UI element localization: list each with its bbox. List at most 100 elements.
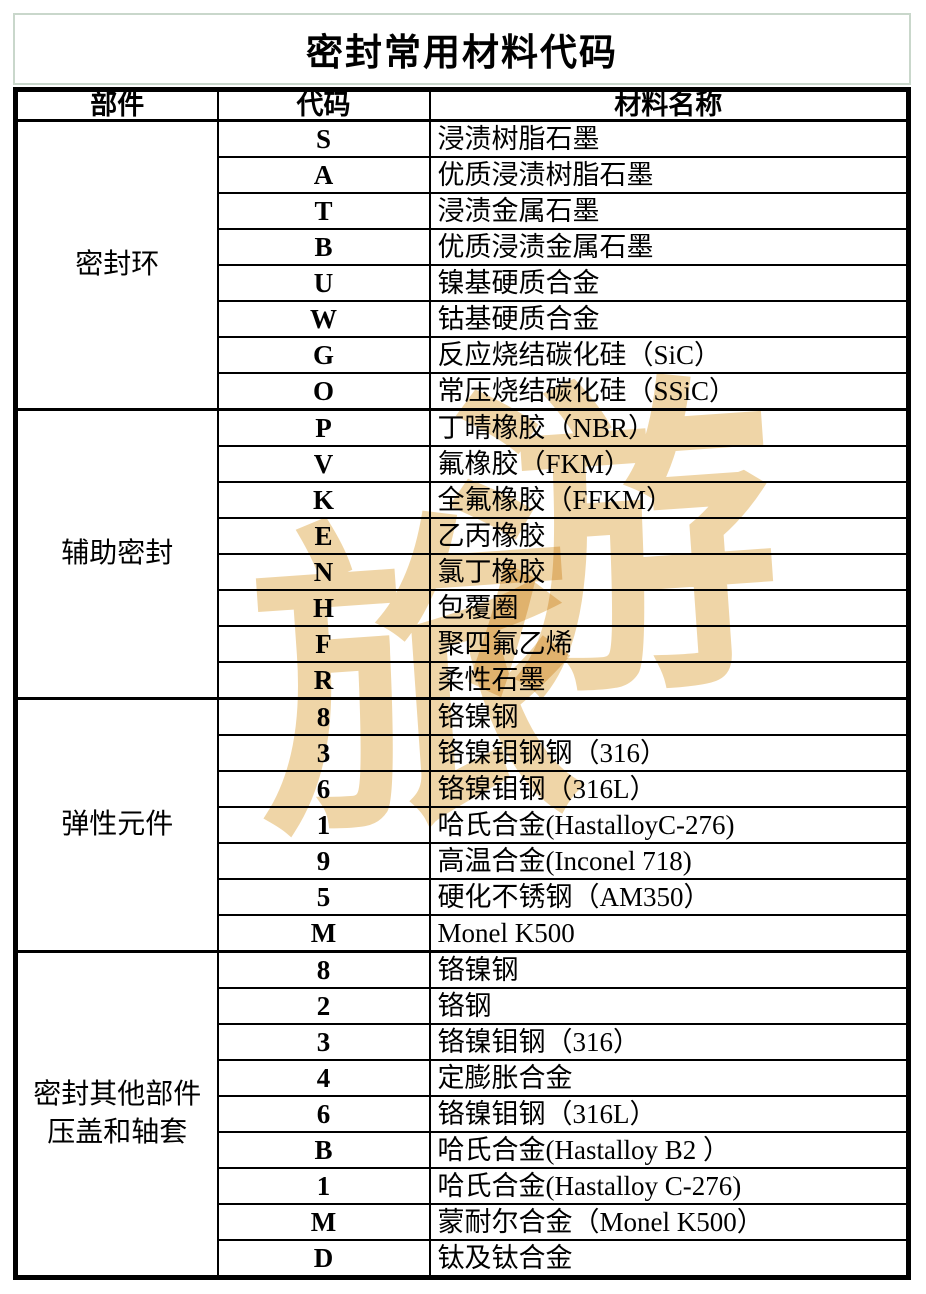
code-cell: 3 [216,734,431,772]
material-cell: Monel K500 [428,914,910,953]
table-row: M Monel K500 [16,914,910,953]
title-box: 密封常用材料代码 [13,13,911,85]
table-row: 密封环 S 浸渍树脂石墨 [14,119,910,411]
material-cell: 哈氏合金(HastalloyC-276) [428,806,910,844]
material-cell: 铬镍钼钢钢（316） [428,734,910,772]
code-cell: W [216,300,431,338]
table-row: H 包覆圈 [16,589,910,627]
code-cell: 6 [216,770,431,808]
material-cell: 铬镍钼钢（316） [428,1023,910,1061]
code-cell: 1 [216,1167,431,1205]
table-row: 6 铬镍钼钢（316L） [16,1095,910,1133]
code-cell: 8 [216,697,431,736]
header-code: 代码 [216,88,431,122]
table-row: 3 铬镍钼钢钢（316） [16,734,910,772]
material-cell: 哈氏合金(Hastalloy C-276) [428,1167,910,1205]
table-row: 弹性元件 8 铬镍钢 [14,697,910,953]
table-row: N 氯丁橡胶 [16,553,910,591]
code-cell: G [216,336,431,374]
table-row: V 氟橡胶（FKM） [16,445,910,483]
component-group-cell: 弹性元件 [14,697,219,953]
code-cell: P [216,408,431,447]
code-cell: 9 [216,842,431,880]
table-row: 2 铬钢 [16,987,910,1025]
code-cell: 5 [216,878,431,916]
material-cell: 聚四氟乙烯 [428,625,910,663]
table-row: 密封其他部件 压盖和轴套 8 铬镍钢 [14,950,910,1279]
page-title: 密封常用材料代码 [306,33,618,74]
material-cell: 浸渍金属石墨 [428,192,910,230]
material-cell: 高温合金(Inconel 718) [428,842,910,880]
material-cell: 反应烧结碳化硅（SiC） [428,336,910,374]
material-cell: 乙丙橡胶 [428,517,910,555]
table-row: A 优质浸渍树脂石墨 [16,156,910,194]
table-row: K 全氟橡胶（FFKM） [16,481,910,519]
code-cell: O [216,372,431,411]
code-cell: 6 [216,1095,431,1133]
code-cell: N [216,553,431,591]
code-cell: T [216,192,431,230]
table-row: 5 硬化不锈钢（AM350） [16,878,910,916]
header-material: 材料名称 [428,88,910,122]
material-code-table: 部件 代码 材料名称 密封环 S 浸渍树脂石墨 A 优质浸渍树脂石墨 T 浸渍金属石墨 B 优质… [13,87,911,1280]
material-cell: 铬镍钼钢（316L） [428,1095,910,1133]
code-cell: 4 [216,1059,431,1097]
material-cell: 常压烧结碳化硅（SSiC） [428,372,910,411]
table-row: T 浸渍金属石墨 [16,192,910,230]
code-cell: S [216,119,431,158]
table-row: B 优质浸渍金属石墨 [16,228,910,266]
code-cell: F [216,625,431,663]
code-cell: M [216,1203,431,1241]
material-cell: 优质浸渍树脂石墨 [428,156,910,194]
material-cell: 铬镍钢 [428,950,910,989]
material-cell: 氯丁橡胶 [428,553,910,591]
code-cell: 2 [216,987,431,1025]
table-row: R 柔性石墨 [16,661,910,700]
material-cell: 氟橡胶（FKM） [428,445,910,483]
table-row: O 常压烧结碳化硅（SSiC） [16,372,910,411]
code-cell: B [216,228,431,266]
code-cell: B [216,1131,431,1169]
table-body: 密封环 S 浸渍树脂石墨 A 优质浸渍树脂石墨 T 浸渍金属石墨 B 优质浸渍金属石墨 U 镍基硬质… [14,119,910,1279]
material-cell: 铬镍钢 [428,697,910,736]
material-cell: 包覆圈 [428,589,910,627]
material-cell: 优质浸渍金属石墨 [428,228,910,266]
table-row: 6 铬镍钼钢（316L） [16,770,910,808]
table-row: D 钛及钛合金 [16,1239,910,1279]
code-cell: 1 [216,806,431,844]
code-cell: A [216,156,431,194]
code-cell: 3 [216,1023,431,1061]
code-cell: U [216,264,431,302]
header-row: 部件 代码 材料名称 [14,88,910,122]
material-cell: 蒙耐尔合金（Monel K500） [428,1203,910,1241]
table-row: 辅助密封 P 丁晴橡胶（NBR） [14,408,910,700]
table-row: B 哈氏合金(Hastalloy B2 ） [16,1131,910,1169]
material-cell: 柔性石墨 [428,661,910,700]
material-cell: 镍基硬质合金 [428,264,910,302]
material-cell: 定膨胀合金 [428,1059,910,1097]
material-cell: 浸渍树脂石墨 [428,119,910,158]
component-group-cell: 密封其他部件 压盖和轴套 [14,950,219,1279]
table-row: 1 哈氏合金(HastalloyC-276) [16,806,910,844]
material-cell: 丁晴橡胶（NBR） [428,408,910,447]
table-row: 9 高温合金(Inconel 718) [16,842,910,880]
code-cell: M [216,914,431,953]
code-cell: H [216,589,431,627]
header-component: 部件 [14,88,219,122]
component-group-cell: 辅助密封 [14,408,219,700]
code-cell: K [216,481,431,519]
table-row: M 蒙耐尔合金（Monel K500） [16,1203,910,1241]
material-cell: 铬钢 [428,987,910,1025]
table-row: 1 哈氏合金(Hastalloy C-276) [16,1167,910,1205]
code-cell: E [216,517,431,555]
code-cell: V [216,445,431,483]
material-cell: 全氟橡胶（FFKM） [428,481,910,519]
component-group-cell: 密封环 [14,119,219,411]
table-row: F 聚四氟乙烯 [16,625,910,663]
table-row: G 反应烧结碳化硅（SiC） [16,336,910,374]
material-cell: 哈氏合金(Hastalloy B2 ） [428,1131,910,1169]
material-cell: 硬化不锈钢（AM350） [428,878,910,916]
table-row: W 钴基硬质合金 [16,300,910,338]
table-row: 4 定膨胀合金 [16,1059,910,1097]
code-cell: D [216,1239,431,1279]
